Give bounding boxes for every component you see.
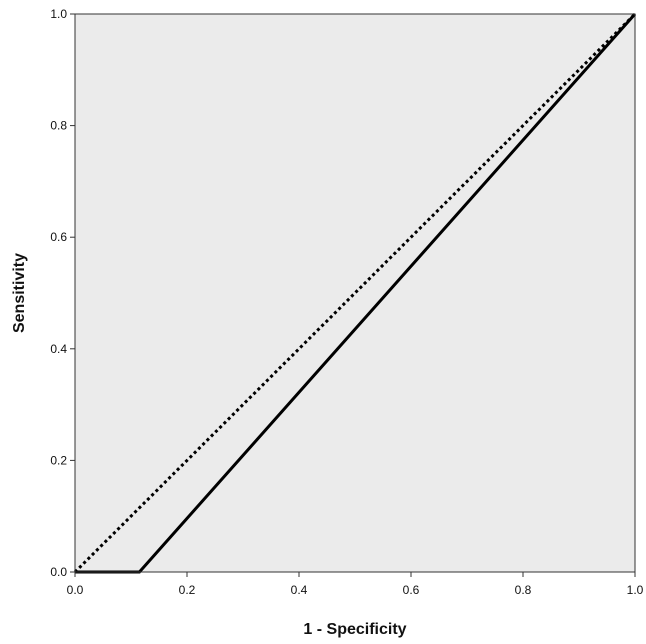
x-axis-title: 1 - Specificity (303, 621, 406, 638)
x-tick-label: 0.6 (403, 583, 420, 597)
plot-frame (74, 13, 636, 573)
x-tick-label: 0.4 (291, 583, 308, 597)
plot-area (75, 14, 635, 572)
y-tick-label: 1.0 (50, 7, 67, 21)
y-tick-label: 0.4 (50, 342, 67, 356)
y-tick-label: 0.6 (50, 230, 67, 244)
y-axis-ticks: 0.0 0.2 0.4 0.6 0.8 1.0 (50, 7, 75, 579)
x-tick-label: 0.2 (179, 583, 196, 597)
y-tick-label: 0.2 (50, 453, 67, 467)
y-axis-title: Sensitivity (11, 253, 28, 333)
x-axis-ticks: 0.0 0.2 0.4 0.6 0.8 1.0 (67, 572, 644, 597)
y-tick-label: 0.8 (50, 119, 67, 133)
x-tick-label: 0.8 (515, 583, 532, 597)
x-tick-label: 1.0 (627, 583, 644, 597)
x-tick-label: 0.0 (67, 583, 84, 597)
y-tick-label: 0.0 (50, 565, 67, 579)
